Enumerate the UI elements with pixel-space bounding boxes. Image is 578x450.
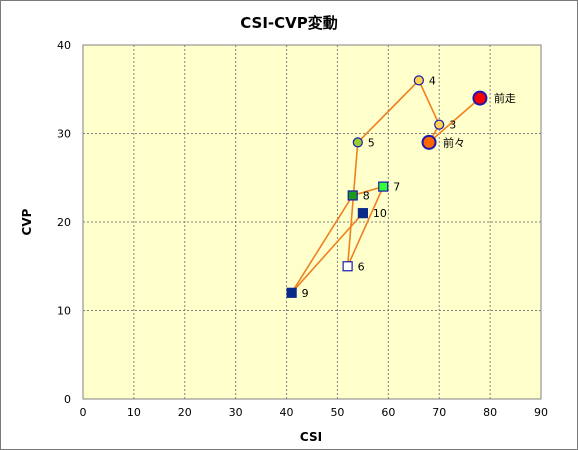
data-point [472, 90, 488, 106]
x-tick-label: 40 [280, 406, 294, 419]
data-point [286, 287, 297, 298]
y-tick-label: 20 [57, 216, 71, 229]
x-tick-label: 80 [483, 406, 497, 419]
point-label: 5 [368, 136, 375, 149]
chart-title: CSI-CVP変動 [240, 14, 338, 32]
x-axis-ticks: 0 10 20 30 40 50 60 70 80 90 [80, 406, 549, 419]
data-point [357, 208, 368, 219]
point-label: 3 [449, 119, 456, 132]
point-label: 6 [358, 260, 365, 273]
x-tick-label: 10 [127, 406, 141, 419]
data-point [352, 137, 363, 148]
y-axis-ticks: 0 10 20 30 40 [57, 39, 71, 406]
data-point [421, 134, 437, 150]
x-axis-label: CSI [300, 430, 322, 444]
grid-lines [83, 45, 541, 399]
x-tick-label: 30 [229, 406, 243, 419]
data-point [413, 75, 424, 86]
point-label: 8 [363, 189, 370, 202]
x-tick-label: 50 [330, 406, 344, 419]
data-point [342, 261, 353, 272]
data-points [286, 75, 488, 298]
x-tick-label: 20 [178, 406, 192, 419]
point-label: 9 [302, 287, 309, 300]
series-path-line [290, 79, 481, 294]
point-label: 前々 [443, 135, 465, 149]
y-tick-label: 10 [57, 305, 71, 318]
y-axis-label: CVP [20, 208, 34, 235]
point-label: 4 [429, 74, 436, 87]
point-label: 前走 [494, 91, 516, 105]
data-point [434, 119, 445, 130]
x-tick-label: 60 [381, 406, 395, 419]
point-label: 10 [373, 207, 387, 220]
data-point [347, 190, 358, 201]
y-tick-label: 0 [64, 393, 71, 406]
y-tick-label: 30 [57, 128, 71, 141]
data-point [378, 181, 389, 192]
y-tick-label: 40 [57, 39, 71, 52]
point-label: 7 [393, 181, 400, 194]
x-tick-label: 70 [432, 406, 446, 419]
x-tick-label: 90 [534, 406, 548, 419]
x-tick-label: 0 [80, 406, 87, 419]
